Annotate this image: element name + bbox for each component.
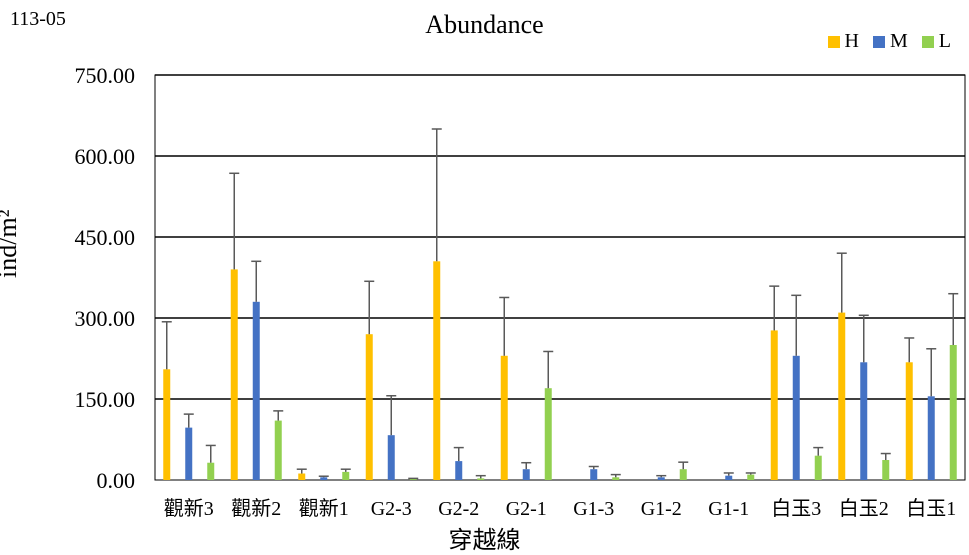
x-tick-label: 觀新3 (164, 497, 214, 520)
legend-swatch-h (827, 35, 840, 48)
legend-label-l: L (938, 30, 951, 52)
y-tick-label: 150.00 (75, 387, 136, 412)
bar-m (522, 469, 530, 480)
bar-h (163, 369, 171, 480)
y-tick-label: 300.00 (75, 306, 136, 331)
y-tick-label: 750.00 (75, 63, 136, 88)
bar-l (477, 478, 485, 480)
bar-m (252, 301, 260, 480)
bar-m (792, 355, 800, 480)
bar-m (387, 435, 395, 480)
y-tick-label: 600.00 (75, 144, 136, 169)
bar-l (949, 345, 957, 480)
legend-label-h: H (844, 30, 859, 52)
legend-swatch-m (872, 35, 885, 48)
bar-m (725, 475, 733, 480)
bar-l (342, 471, 350, 480)
bar-h (298, 473, 306, 480)
bar-l (274, 420, 282, 480)
x-tick-label: G1-2 (641, 498, 682, 520)
y-axis-label: ind/m² (0, 209, 22, 278)
bar-m (860, 362, 868, 480)
bar-l (612, 477, 620, 480)
bar-l (207, 462, 215, 480)
x-tick-label: G2-3 (371, 498, 412, 520)
y-tick-label: 0.00 (97, 468, 136, 493)
bar-h (433, 261, 441, 480)
bar-h (230, 269, 238, 480)
y-tick-label: 450.00 (75, 225, 136, 250)
x-tick-label: 觀新2 (231, 497, 281, 520)
x-axis-label: 穿越線 (448, 528, 521, 554)
bar-m (455, 461, 463, 480)
bar-h (365, 334, 373, 480)
x-tick-label: G2-1 (506, 498, 547, 520)
bar-h (838, 312, 846, 480)
corner-label: 113-05 (10, 8, 66, 30)
x-tick-label: 白玉1 (906, 497, 956, 520)
bar-l (814, 455, 822, 480)
bar-h (500, 355, 508, 480)
bar-m (320, 477, 328, 480)
legend-label-m: M (889, 30, 908, 52)
x-tick-label: G2-2 (438, 498, 479, 520)
legend-item-l: L (921, 30, 951, 53)
bar-h (905, 362, 913, 480)
bar-m (185, 427, 193, 480)
legend-item-h: H (827, 30, 859, 53)
bar-m (927, 396, 935, 480)
x-tick-label: G1-3 (573, 498, 614, 520)
chart-legend: H M L (827, 30, 951, 53)
bar-l (882, 460, 890, 480)
bar-l (409, 478, 417, 480)
x-tick-label: G1-1 (708, 498, 749, 520)
legend-swatch-l (921, 35, 934, 48)
bar-h (770, 330, 778, 480)
bar-l (679, 469, 687, 480)
x-tick-label: 白玉3 (771, 497, 821, 520)
x-tick-label: 觀新1 (299, 497, 349, 520)
x-tick-label: 白玉2 (839, 497, 889, 520)
bar-l (544, 388, 552, 480)
bar-m (590, 469, 598, 480)
bar-m (657, 477, 665, 480)
legend-item-m: M (872, 30, 908, 53)
chart-title: Abundance (425, 10, 544, 39)
bar-l (747, 474, 755, 480)
